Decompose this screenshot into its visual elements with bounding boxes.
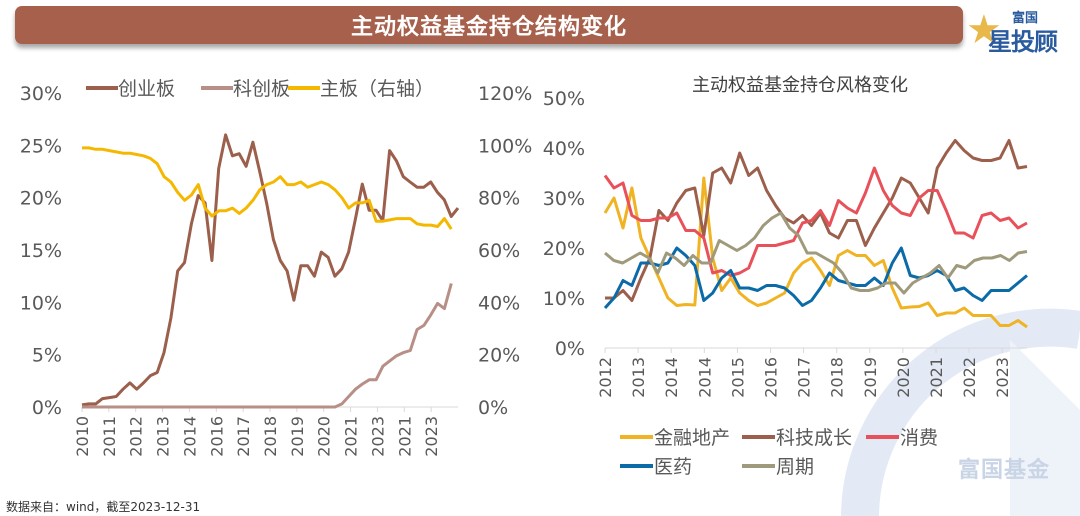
left-y-tick-label: 0% bbox=[32, 397, 62, 419]
left-x-tick-label: 2012 bbox=[127, 416, 146, 457]
legend-label: 科创板 bbox=[233, 78, 290, 100]
right-chart-x-tick-label: 2018 bbox=[828, 357, 847, 398]
right-chart-x-tick-label: 2014 bbox=[662, 357, 681, 398]
right-y-tick-label: 100% bbox=[478, 135, 532, 157]
logo-big-text: 星投顾 bbox=[988, 28, 1058, 56]
left-x-tick-label: 2017 bbox=[234, 416, 253, 457]
left-x-tick-label: 2021 bbox=[342, 416, 361, 457]
series-line-消费 bbox=[603, 166, 1028, 277]
legend-label: 消费 bbox=[900, 427, 938, 449]
right-chart-x-tick-label: 2016 bbox=[762, 357, 781, 398]
right-chart-x-tick-label: 2022 bbox=[960, 357, 979, 398]
left-y-tick-label: 20% bbox=[20, 188, 62, 210]
right-chart-x-tick-label: 2019 bbox=[861, 357, 880, 398]
left-x-tick-label: 2018 bbox=[261, 416, 280, 457]
right-chart-y-tick-label: 10% bbox=[543, 288, 585, 310]
left-y-tick-label: 10% bbox=[20, 292, 62, 314]
right-chart-y-tick-label: 30% bbox=[543, 188, 585, 210]
star-icon: ★ bbox=[966, 7, 1002, 53]
left-y-tick-label: 5% bbox=[32, 345, 62, 367]
right-chart-y-tick-label: 40% bbox=[543, 138, 585, 160]
right-chart-x-tick-label: 2023 bbox=[993, 357, 1012, 398]
right-y-tick-label: 60% bbox=[478, 240, 520, 262]
right-y-tick-label: 80% bbox=[478, 188, 520, 210]
left-x-tick-label: 2023 bbox=[368, 416, 387, 457]
left-x-tick-label: 2019 bbox=[288, 416, 307, 457]
right-y-tick-label: 40% bbox=[478, 292, 520, 314]
right-chart-y-tick-label: 0% bbox=[555, 338, 585, 360]
page-title: 主动权益基金持仓结构变化 bbox=[350, 15, 627, 40]
logo-small-text: 富国 bbox=[1012, 11, 1039, 26]
footnote: 数据来自：wind，截至2023-12-31 bbox=[6, 500, 201, 514]
left-x-tick-label: 2011 bbox=[100, 416, 119, 457]
right-chart-x-tick-label: 2021 bbox=[927, 357, 946, 398]
series-line-创业板 bbox=[81, 133, 460, 407]
left-x-tick-label: 2023 bbox=[422, 416, 441, 457]
series-line-科技成长 bbox=[605, 139, 1028, 302]
right-chart-y-tick-label: 50% bbox=[543, 88, 585, 110]
series-line-科创板 bbox=[82, 283, 453, 409]
right-chart-x-tick-label: 2012 bbox=[596, 357, 615, 398]
left-x-tick-label: 2010 bbox=[73, 416, 92, 457]
right-chart-x-tick-label: 2020 bbox=[894, 357, 913, 398]
left-y-tick-label: 15% bbox=[20, 240, 62, 262]
left-x-tick-label: 2013 bbox=[154, 416, 173, 457]
right-chart-x-tick-label: 2017 bbox=[795, 357, 814, 398]
legend-label: 金融地产 bbox=[654, 427, 730, 449]
series-line-医药 bbox=[603, 246, 1028, 310]
right-y-tick-label: 20% bbox=[478, 345, 520, 367]
left-x-tick-label: 2021 bbox=[395, 416, 414, 457]
left-y-tick-label: 30% bbox=[20, 83, 62, 105]
series-line-金融地产 bbox=[603, 176, 1028, 329]
left-x-tick-label: 2014 bbox=[180, 416, 199, 457]
legend-label: 主板（右轴） bbox=[320, 78, 434, 100]
right-chart-x-tick-label: 2013 bbox=[629, 357, 648, 398]
legend-label: 科技成长 bbox=[776, 427, 852, 449]
right-chart-x-tick-label: 2014 bbox=[695, 357, 714, 398]
left-x-tick-label: 2016 bbox=[207, 416, 226, 457]
right-chart-y-tick-label: 20% bbox=[543, 238, 585, 260]
legend-label: 创业板 bbox=[118, 78, 175, 100]
series-line-周期 bbox=[604, 211, 1028, 295]
watermark-text: 富国基金 bbox=[958, 458, 1051, 483]
right-chart-x-tick-label: 2015 bbox=[728, 357, 747, 398]
right-y-tick-label: 120% bbox=[478, 83, 532, 105]
left-x-tick-label: 2020 bbox=[315, 416, 334, 457]
brand-logo: ★ 富国 星投顾 bbox=[966, 4, 1076, 56]
legend-label: 医药 bbox=[654, 456, 692, 478]
chart-title: 主动权益基金持仓风格变化 bbox=[692, 75, 908, 96]
left-y-tick-label: 25% bbox=[20, 135, 62, 157]
series-line-主板（右轴） bbox=[82, 146, 453, 230]
right-y-tick-label: 0% bbox=[478, 397, 508, 419]
legend-label: 周期 bbox=[776, 456, 814, 478]
watermark-arc bbox=[841, 308, 1080, 516]
title-bar: 主动权益基金持仓结构变化 bbox=[15, 6, 963, 44]
